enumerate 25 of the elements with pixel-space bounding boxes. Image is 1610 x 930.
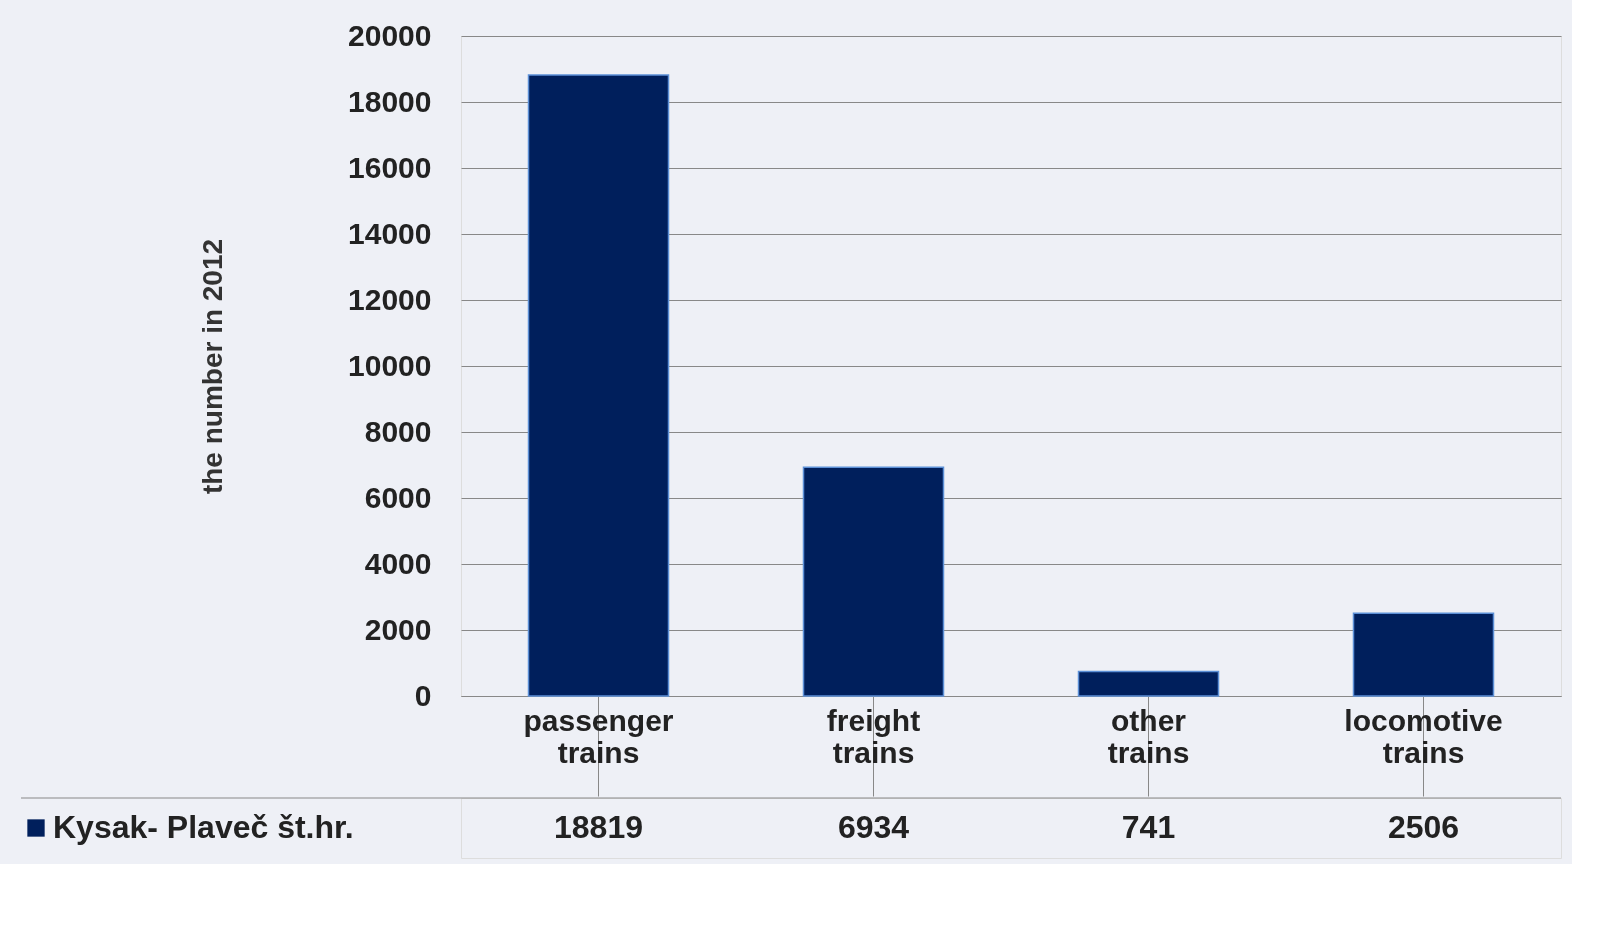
data-label: 741	[1121, 809, 1176, 845]
bar	[527, 74, 670, 697]
data-label: 2506	[1387, 809, 1460, 845]
y-tick-label: 16000	[348, 150, 432, 184]
y-tick-label: 6000	[364, 480, 432, 514]
x-tick-label: freight trains	[826, 703, 921, 769]
bar	[802, 466, 945, 697]
x-tick-label: other trains	[1107, 703, 1190, 769]
y-tick-label: 12000	[348, 282, 432, 316]
y-tick-label: 20000	[348, 18, 432, 52]
y-axis-title: the number in 2012	[197, 238, 229, 495]
legend-label: Kysak- Plaveč št.hr.	[53, 809, 354, 845]
y-tick-label: 14000	[348, 216, 432, 250]
y-tick-label: 10000	[348, 348, 432, 382]
y-tick-label: 8000	[364, 414, 432, 448]
data-label: 6934	[837, 809, 910, 845]
y-tick-label: 18000	[348, 84, 432, 118]
bar	[1352, 612, 1495, 697]
x-tick-label: passenger trains	[523, 703, 674, 769]
bar	[1077, 670, 1220, 697]
x-tick-label: locomotive trains	[1344, 703, 1503, 769]
y-tick-label: 4000	[364, 546, 432, 580]
y-tick-label: 2000	[364, 612, 432, 646]
data-label: 18819	[554, 809, 643, 845]
y-tick-label: 0	[414, 678, 432, 712]
